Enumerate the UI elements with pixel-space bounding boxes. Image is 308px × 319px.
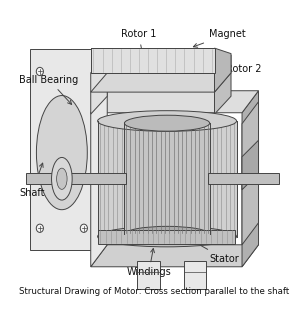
Text: Shaft: Shaft <box>19 163 45 197</box>
Polygon shape <box>242 140 258 190</box>
Ellipse shape <box>98 111 237 131</box>
Polygon shape <box>91 91 258 113</box>
Text: Magnet: Magnet <box>193 29 246 47</box>
Polygon shape <box>26 173 126 184</box>
Polygon shape <box>98 230 235 244</box>
Polygon shape <box>91 48 214 73</box>
Polygon shape <box>124 123 210 234</box>
Polygon shape <box>91 73 231 92</box>
Polygon shape <box>208 173 279 184</box>
Polygon shape <box>214 48 231 92</box>
Polygon shape <box>91 245 258 267</box>
Polygon shape <box>184 261 206 289</box>
Text: Windings: Windings <box>127 249 171 277</box>
Polygon shape <box>214 55 231 114</box>
Text: Ball Bearing: Ball Bearing <box>19 75 79 104</box>
Ellipse shape <box>80 224 87 232</box>
Ellipse shape <box>36 96 87 210</box>
Text: Rotor 1: Rotor 1 <box>121 29 156 53</box>
Ellipse shape <box>51 158 72 200</box>
Text: Stator: Stator <box>193 241 239 263</box>
Ellipse shape <box>36 67 43 76</box>
Text: Structural Drawing of Motor: Cross section parallel to the shaft: Structural Drawing of Motor: Cross secti… <box>19 287 289 296</box>
Polygon shape <box>242 91 258 267</box>
Ellipse shape <box>124 115 210 131</box>
Ellipse shape <box>98 226 237 247</box>
Text: Rotor 2: Rotor 2 <box>212 64 261 87</box>
Ellipse shape <box>57 168 67 189</box>
Polygon shape <box>91 48 214 73</box>
Polygon shape <box>137 261 160 289</box>
Ellipse shape <box>36 224 43 232</box>
Ellipse shape <box>124 226 210 242</box>
Polygon shape <box>91 55 107 114</box>
Polygon shape <box>242 102 258 245</box>
Polygon shape <box>98 121 237 236</box>
Polygon shape <box>91 48 214 73</box>
Polygon shape <box>30 49 94 250</box>
Polygon shape <box>91 91 107 267</box>
